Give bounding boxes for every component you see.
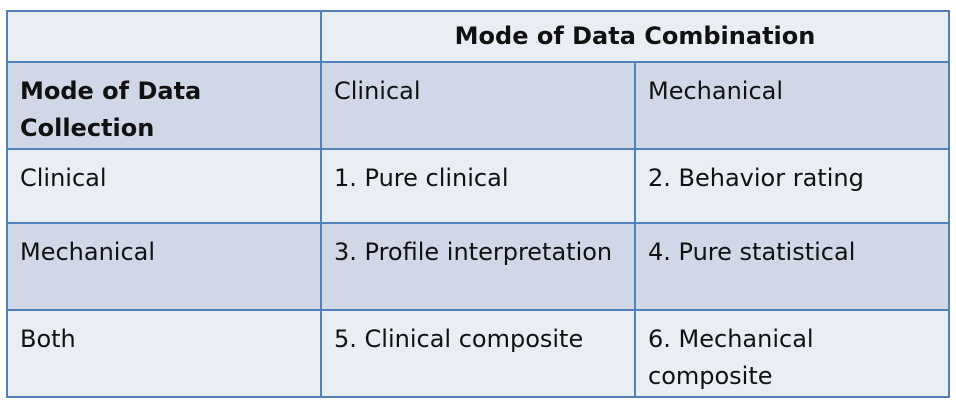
row-label: Clinical (6, 148, 322, 224)
table-row: Clinical 1. Pure clinical 2. Behavior ra… (6, 148, 950, 224)
row-label: Mechanical (6, 222, 322, 311)
cell-clinical: 3. Profile interpretation (320, 222, 636, 311)
cell-mechanical: 2. Behavior rating (634, 148, 950, 224)
column-header-clinical: Clinical (320, 61, 636, 150)
collection-label: Mode of Data Collection (6, 61, 322, 150)
cell-mechanical: 4. Pure statistical (634, 222, 950, 311)
row-label: Both (6, 309, 322, 398)
combination-title: Mode of Data Combination (320, 10, 950, 63)
table-row: Both 5. Clinical composite 6. Mechanical… (6, 309, 950, 398)
cell-mechanical: 6. Mechanical composite (634, 309, 950, 398)
subheader-row: Mode of Data Collection Clinical Mechani… (6, 61, 950, 150)
column-header-mechanical: Mechanical (634, 61, 950, 150)
cell-clinical: 1. Pure clinical (320, 148, 636, 224)
cell-clinical: 5. Clinical composite (320, 309, 636, 398)
data-combination-table: Mode of Data Combination Mode of Data Co… (6, 10, 950, 398)
table-row: Mechanical 3. Profile interpretation 4. … (6, 222, 950, 311)
header-row: Mode of Data Combination (6, 10, 950, 63)
corner-cell (6, 10, 322, 63)
